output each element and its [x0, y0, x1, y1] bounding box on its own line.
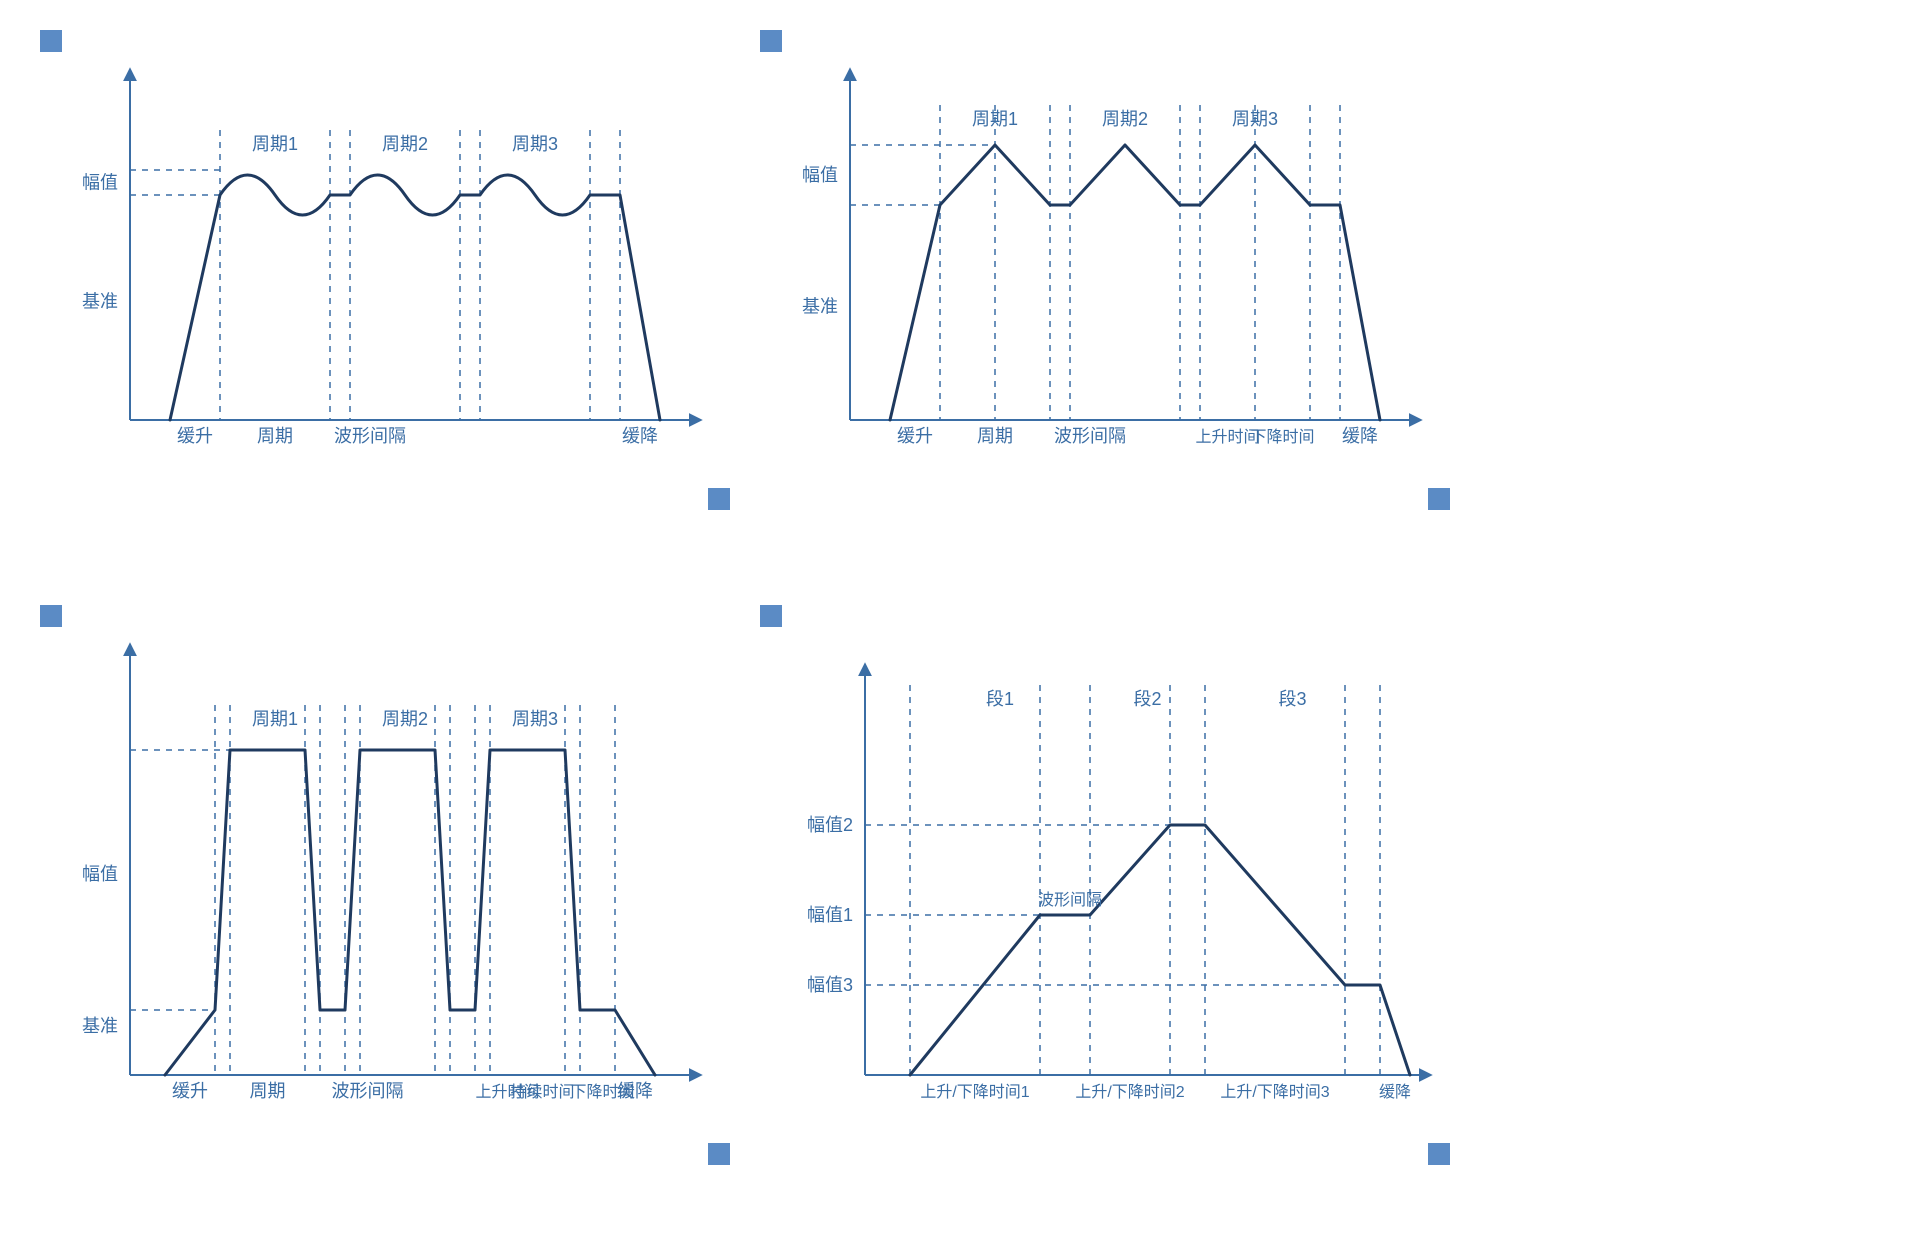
period-label: 周期	[977, 426, 1013, 446]
hold-time-label: 持续时间	[510, 1083, 574, 1101]
baseline-label: 基准	[82, 292, 118, 312]
ramp-up-label: 缓升	[897, 426, 933, 446]
period-label: 周期	[257, 426, 293, 446]
period2-label: 周期2	[382, 134, 428, 154]
wave-gap-label: 波形间隔	[1054, 426, 1126, 446]
updown2-label: 上升/下降时间2	[1075, 1083, 1184, 1101]
period3-label: 周期3	[1232, 109, 1278, 129]
ramp-down-label: 缓降	[1342, 426, 1378, 446]
seg1-label: 段1	[986, 689, 1014, 709]
waveform-chart-2: 幅值基准周期1周期2周期3缓升周期波形间隔上升时间持续时间下降时间缓降	[40, 605, 730, 1165]
ramp-down-label: 缓降	[617, 1081, 653, 1101]
period2-label: 周期2	[1102, 109, 1148, 129]
waveform-panel-0: 幅值基准 周期1 周期2 周期3 缓升 周期 波形间隔 缓降	[40, 30, 730, 510]
updown3-label: 上升/下降时间3	[1220, 1083, 1329, 1101]
amplitude-label: 幅值	[82, 173, 118, 193]
period3-label: 周期3	[512, 134, 558, 154]
amplitude-label: 幅值	[82, 864, 118, 884]
baseline-label: 基准	[802, 297, 838, 317]
baseline-label: 基准	[82, 1016, 118, 1036]
updown1-label: 上升/下降时间1	[920, 1083, 1029, 1101]
ramp-up-label: 缓升	[177, 426, 213, 446]
amp3-label: 幅值3	[807, 975, 853, 995]
waveform-chart-0: 幅值基准 周期1 周期2 周期3 缓升 周期 波形间隔 缓降	[40, 30, 730, 510]
period2-label: 周期2	[382, 709, 428, 729]
fall-time-label: 下降时间	[1250, 428, 1314, 446]
seg3-label: 段3	[1278, 689, 1306, 709]
period-label: 周期	[250, 1081, 286, 1101]
waveform-chart-1: 幅值基准周期1周期2周期3缓升周期波形间隔上升时间下降时间缓降	[760, 30, 1450, 510]
period1-label: 周期1	[252, 709, 298, 729]
waveform-panel-1: 幅值基准周期1周期2周期3缓升周期波形间隔上升时间下降时间缓降	[760, 30, 1450, 510]
waveform-panel-3: 幅值1 幅值2 幅值3 段1 段2 段3 波形间隔上升/下降时间1 上升/下降时间2 上升/下降…	[760, 605, 1450, 1165]
period3-label: 周期3	[512, 709, 558, 729]
ramp-up-label: 缓升	[172, 1081, 208, 1101]
wave-gap-label: 波形间隔	[1038, 891, 1102, 909]
amp1-label: 幅值1	[807, 905, 853, 925]
period1-label: 周期1	[252, 134, 298, 154]
wave-gap-label: 波形间隔	[332, 1081, 404, 1101]
amp2-label: 幅值2	[807, 815, 853, 835]
waveform-chart-3: 幅值1 幅值2 幅值3 段1 段2 段3 波形间隔上升/下降时间1 上升/下降时间2 上升/下降…	[760, 605, 1450, 1165]
period1-label: 周期1	[972, 109, 1018, 129]
wave-gap-label: 波形间隔	[334, 426, 406, 446]
ramp-down-label: 缓降	[622, 426, 658, 446]
seg2-label: 段2	[1133, 689, 1161, 709]
waveform-panel-2: 幅值基准周期1周期2周期3缓升周期波形间隔上升时间持续时间下降时间缓降	[40, 605, 730, 1165]
ramp-down-label: 缓降	[1379, 1083, 1411, 1101]
amplitude-label: 幅值	[802, 165, 838, 185]
